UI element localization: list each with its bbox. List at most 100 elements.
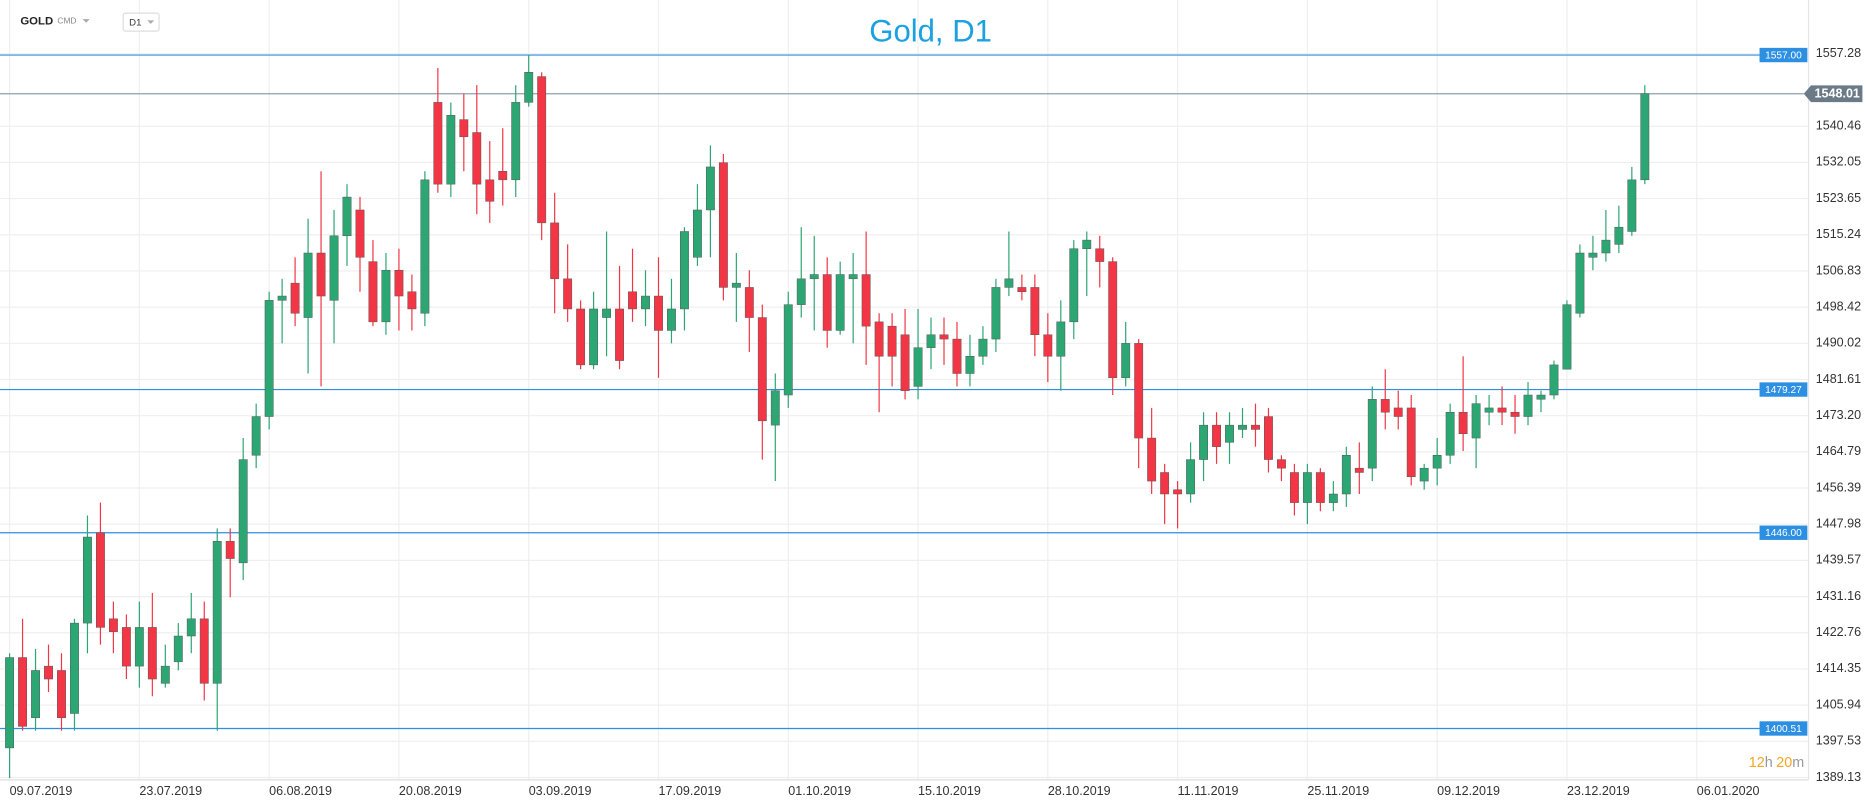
candle-body bbox=[186, 618, 196, 637]
candle-body bbox=[1017, 287, 1027, 292]
candle-body bbox=[692, 209, 702, 258]
candle-body bbox=[1419, 467, 1429, 482]
candle-body bbox=[978, 338, 988, 357]
candle-body bbox=[757, 317, 767, 422]
y-tick-label: 1422.76 bbox=[1816, 625, 1861, 639]
candle-body bbox=[1458, 411, 1468, 434]
levels: 1557.00 1479.27 1446.00 1400.51 bbox=[0, 47, 1808, 736]
y-tick-label: 1506.83 bbox=[1816, 263, 1861, 277]
level-label: 1446.00 bbox=[1765, 528, 1802, 539]
x-tick-label: 06.01.2020 bbox=[1697, 784, 1760, 798]
candle-body bbox=[796, 278, 806, 305]
y-tick-label: 1557.28 bbox=[1816, 46, 1861, 60]
candle-body bbox=[1393, 407, 1403, 417]
chart-title: Gold, D1 bbox=[869, 14, 992, 49]
candle-body bbox=[1484, 407, 1494, 413]
candle-body bbox=[1186, 459, 1196, 495]
y-tick-label: 1447.98 bbox=[1816, 517, 1861, 531]
timer-minutes-unit: m bbox=[1792, 755, 1804, 771]
candle-body bbox=[446, 115, 456, 185]
level-label-box bbox=[1759, 525, 1808, 540]
timer-minutes: 20 bbox=[1776, 755, 1792, 771]
x-tick-label: 06.08.2019 bbox=[269, 784, 332, 798]
candle-body bbox=[718, 162, 728, 288]
candle-body bbox=[381, 269, 391, 323]
candle-body bbox=[96, 532, 105, 628]
level-label: 1400.51 bbox=[1765, 724, 1802, 735]
candle-body bbox=[173, 635, 183, 663]
x-tick-label: 03.09.2019 bbox=[529, 784, 592, 798]
timeframe-select[interactable] bbox=[122, 12, 160, 32]
candle-body bbox=[329, 235, 339, 301]
candle-body bbox=[1510, 411, 1520, 417]
timeframe[interactable]: D1 bbox=[129, 17, 141, 28]
candle-body bbox=[420, 179, 430, 314]
candle-body bbox=[1251, 424, 1260, 430]
candle-body bbox=[861, 274, 871, 327]
candle-body bbox=[108, 618, 118, 632]
level-label: 1479.27 bbox=[1765, 385, 1802, 396]
candle-body bbox=[680, 231, 689, 310]
candle-body bbox=[264, 300, 274, 417]
candle-body bbox=[563, 278, 573, 310]
candle-body bbox=[991, 287, 1001, 340]
candle-body bbox=[1549, 364, 1559, 396]
candle-body bbox=[705, 166, 715, 211]
candle-body bbox=[952, 338, 962, 374]
candle-body bbox=[355, 209, 365, 258]
candle-body bbox=[394, 269, 404, 297]
timer: 12h 20m bbox=[1749, 755, 1804, 771]
timeframe-dropdown-arrow[interactable] bbox=[147, 20, 155, 24]
x-tick-label: 15.10.2019 bbox=[918, 784, 981, 798]
candle-body bbox=[225, 541, 235, 559]
candle-body bbox=[1173, 489, 1183, 495]
candle-body bbox=[628, 291, 637, 310]
candle-body bbox=[433, 102, 443, 185]
candle-body bbox=[602, 308, 612, 318]
candle-body bbox=[1212, 424, 1221, 447]
candle-body bbox=[1328, 493, 1338, 503]
candle-body bbox=[277, 295, 287, 301]
y-tick-label: 1540.46 bbox=[1816, 119, 1861, 133]
x-tick-label: 11.11.2019 bbox=[1178, 784, 1239, 798]
candle-body bbox=[18, 657, 27, 727]
x-tick-label: 09.07.2019 bbox=[10, 784, 73, 798]
candle-body bbox=[835, 274, 845, 331]
candle-body bbox=[1380, 399, 1390, 413]
candle-body bbox=[1108, 261, 1118, 379]
candle-body bbox=[1575, 252, 1585, 314]
y-tick-label: 1439.57 bbox=[1816, 553, 1861, 567]
symbol-dropdown-arrow[interactable] bbox=[82, 19, 90, 23]
candle-body bbox=[615, 308, 624, 361]
candle-body bbox=[913, 347, 923, 387]
candle-body bbox=[57, 670, 66, 719]
candle-body bbox=[1588, 252, 1598, 258]
y-tick-label: 1456.39 bbox=[1816, 480, 1861, 494]
x-tick-label: 25.11.2019 bbox=[1307, 784, 1369, 798]
candle-body bbox=[874, 321, 884, 357]
candle-body bbox=[238, 459, 248, 564]
candle-body bbox=[1004, 278, 1014, 288]
candle-body bbox=[770, 390, 780, 426]
candle-body bbox=[1082, 239, 1092, 249]
y-tick-label: 1523.65 bbox=[1816, 191, 1861, 205]
axes: 1557.28 1540.46 1532.05 1523.65 1515.24 1506.… bbox=[10, 46, 1863, 798]
candle-body bbox=[589, 308, 599, 366]
candle-body bbox=[576, 308, 586, 366]
candle-body bbox=[1095, 248, 1105, 262]
candle-body bbox=[524, 72, 534, 103]
candle-body bbox=[342, 196, 352, 237]
candle-body bbox=[459, 119, 469, 138]
candle-body bbox=[1471, 403, 1481, 439]
symbol[interactable]: GOLD bbox=[20, 16, 53, 28]
candle-body bbox=[1406, 407, 1416, 478]
candle-body bbox=[290, 282, 300, 314]
candle-body bbox=[744, 287, 754, 318]
candle-body bbox=[1614, 226, 1624, 245]
y-tick-label: 1481.61 bbox=[1816, 372, 1861, 386]
x-tick-label: 20.08.2019 bbox=[399, 784, 462, 798]
candle-body bbox=[1536, 394, 1546, 400]
candle-body bbox=[822, 274, 832, 331]
last-price-label: 1548.01 bbox=[1815, 87, 1860, 101]
